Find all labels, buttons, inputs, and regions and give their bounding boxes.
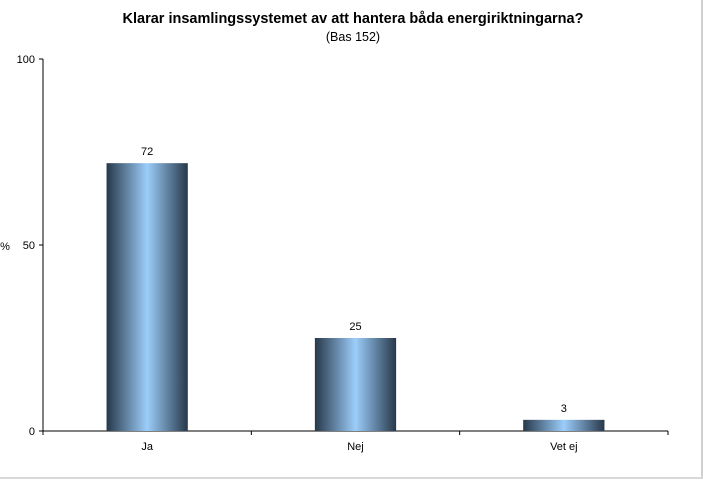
- x-tick-label: Nej: [347, 441, 364, 453]
- bar-nej: [314, 338, 397, 431]
- y-tick-label: 100: [17, 54, 35, 66]
- x-tick-label: Ja: [141, 441, 154, 453]
- frame-edge-right: [701, 0, 703, 479]
- data-label: 72: [141, 146, 153, 158]
- y-tick-label: 0: [29, 426, 35, 438]
- chart-title: Klarar insamlingssystemet av att hantera…: [123, 11, 584, 27]
- data-label: 3: [561, 403, 567, 415]
- bar-vet-ej: [523, 419, 605, 431]
- bar-ja: [106, 163, 188, 431]
- y-axis-label: %: [0, 241, 10, 253]
- chart-subtitle: (Bas 152): [326, 30, 380, 44]
- y-tick-label: 50: [23, 240, 35, 252]
- data-label: 25: [349, 321, 361, 333]
- x-tick-label: Vet ej: [550, 441, 578, 453]
- frame-edge-bottom: [0, 477, 703, 479]
